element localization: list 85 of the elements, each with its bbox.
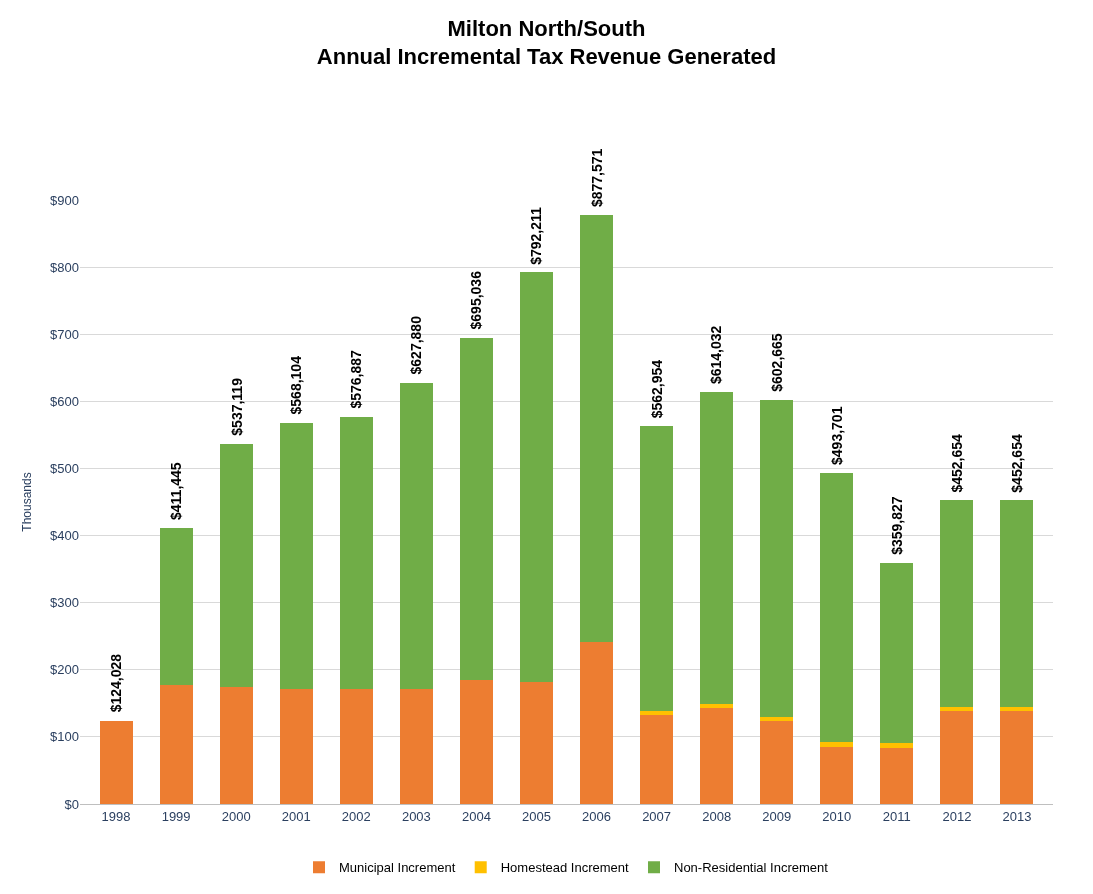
y-tick-label: $200 [50, 662, 79, 678]
bar [519, 681, 553, 804]
bar [459, 337, 493, 680]
total-label: $627,880 [408, 315, 425, 375]
bar [640, 714, 674, 804]
bar [399, 688, 433, 804]
bar [820, 746, 854, 804]
x-tick-label: 2000 [221, 808, 251, 824]
bar [459, 679, 493, 804]
x-tick-label: 2011 [882, 808, 911, 824]
x-tick-label: 2004 [461, 808, 491, 824]
y-tick-label: $0 [64, 796, 79, 812]
bar [700, 704, 734, 709]
x-tick-label: 2013 [1002, 808, 1032, 824]
bar [219, 687, 253, 804]
legend-label: Municipal Increment [339, 860, 456, 876]
bar [820, 472, 854, 743]
total-label: $359,827 [888, 496, 905, 555]
x-tick-label: 2010 [822, 808, 852, 824]
bar [1000, 711, 1034, 804]
total-label: $792,211 [528, 206, 545, 265]
x-tick-label: 2002 [341, 808, 371, 824]
bar [880, 562, 914, 743]
y-tick-label: $600 [50, 393, 79, 409]
bar [99, 720, 133, 804]
bar [880, 742, 914, 748]
y-tick-label: $100 [50, 729, 79, 745]
x-tick-label: 2009 [762, 808, 792, 824]
y-tick-label: $900 [50, 192, 79, 208]
x-tick-label: 2003 [401, 808, 431, 824]
x-tick-label: 2006 [582, 808, 611, 824]
total-label: $576,887 [347, 350, 364, 409]
total-label: $452,654 [949, 434, 966, 493]
total-label: $452,654 [1009, 434, 1026, 493]
total-label: $695,036 [468, 270, 485, 330]
bar [640, 710, 674, 715]
y-axis-title: Thousands [20, 472, 35, 532]
bar [279, 422, 313, 689]
legend-label: Homestead Increment [500, 860, 629, 876]
bar [279, 688, 313, 804]
x-tick-label: 2012 [942, 808, 972, 824]
y-tick-label: $400 [50, 528, 79, 544]
bar [760, 399, 794, 717]
chart-title: Milton North/South Annual Incremental Tax Revenue Generated [316, 15, 777, 70]
bar [820, 742, 854, 747]
bar [219, 443, 253, 688]
y-tick-label: $300 [50, 595, 79, 611]
x-tick-label: 1998 [101, 808, 131, 824]
total-label: $537,119 [228, 377, 245, 436]
bar [1000, 707, 1034, 712]
bar [399, 382, 433, 689]
total-label: $614,032 [708, 325, 725, 385]
bar [159, 527, 193, 685]
bar [700, 708, 734, 804]
total-label: $411,445 [168, 462, 185, 520]
bar [700, 391, 734, 704]
bar [940, 707, 974, 712]
bar [580, 641, 614, 804]
bar [580, 215, 614, 642]
x-tick-label: 2005 [522, 808, 551, 824]
bar [940, 500, 974, 708]
bar [640, 426, 674, 711]
total-label: $493,701 [828, 406, 845, 465]
x-tick-label: 2001 [281, 808, 311, 824]
bar [880, 747, 914, 804]
x-tick-label: 2008 [702, 808, 732, 824]
x-tick-label: 2007 [642, 808, 672, 824]
total-label: $124,028 [107, 653, 124, 713]
total-label: $562,954 [648, 359, 665, 419]
bar [760, 720, 794, 804]
total-label: $568,104 [287, 355, 304, 415]
y-tick-label: $500 [50, 460, 79, 476]
total-label: $877,571 [588, 148, 605, 208]
y-tick-label: $700 [50, 326, 79, 342]
bar [159, 684, 193, 804]
bar [760, 716, 794, 721]
bar [339, 688, 373, 804]
legend-label: Non-Residential Increment [674, 860, 829, 876]
bar [519, 272, 553, 682]
bar [339, 416, 373, 689]
x-tick-label: 1999 [161, 808, 191, 824]
y-tick-label: $800 [50, 259, 79, 275]
bar [1000, 500, 1034, 708]
total-label: $602,665 [768, 333, 785, 392]
bar [940, 711, 974, 804]
